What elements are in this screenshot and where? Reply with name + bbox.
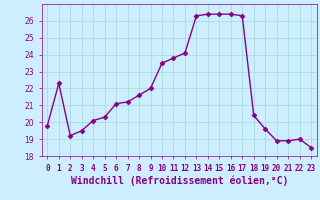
X-axis label: Windchill (Refroidissement éolien,°C): Windchill (Refroidissement éolien,°C) <box>70 175 288 186</box>
